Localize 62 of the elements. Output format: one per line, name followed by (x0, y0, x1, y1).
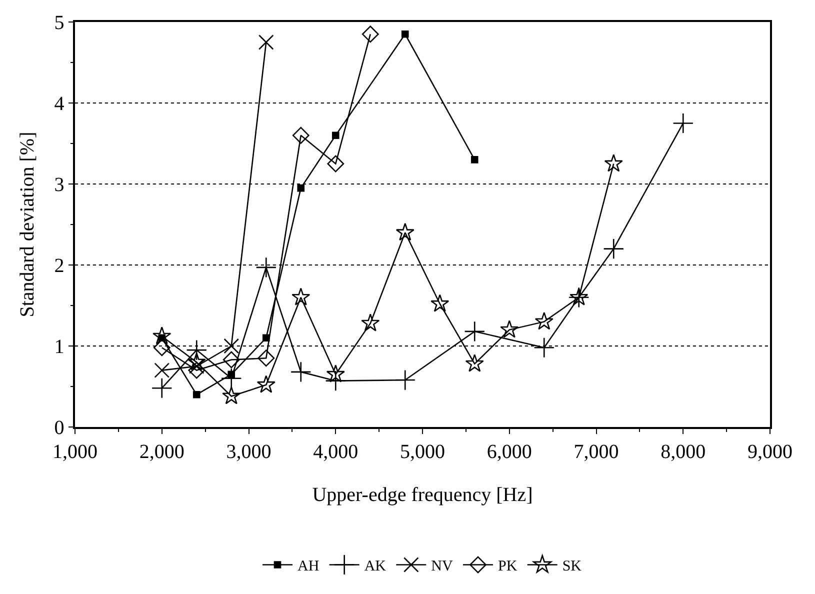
point (256, 375, 276, 393)
point (297, 184, 305, 192)
legend-label: PK (498, 558, 518, 575)
legend-label: AK (364, 558, 386, 575)
point (290, 361, 312, 382)
x-tick-label: 5,000 (400, 440, 445, 463)
y-tick-label: 4 (54, 93, 64, 115)
point (465, 354, 484, 372)
point (327, 155, 344, 172)
point (326, 364, 345, 382)
point (464, 320, 486, 342)
point (430, 294, 450, 312)
point (534, 312, 554, 330)
x-tick-label: 2,000 (139, 440, 184, 463)
x-tick-label: 9,000 (748, 440, 792, 463)
point (401, 30, 409, 38)
point (262, 334, 270, 342)
point (222, 386, 241, 404)
point (188, 358, 204, 374)
point (151, 378, 172, 399)
point (256, 256, 277, 278)
point (500, 320, 519, 338)
point (224, 338, 240, 354)
x-tick-label: 8,000 (660, 440, 706, 463)
legend-label: AH (298, 558, 320, 575)
x-tick-label: 4,000 (313, 440, 358, 463)
point (292, 288, 310, 306)
point (534, 337, 555, 358)
point (220, 368, 242, 389)
legend-label: NV (431, 558, 453, 575)
y-tick-label: 2 (54, 255, 64, 277)
point (152, 326, 172, 344)
point (396, 222, 414, 241)
point (192, 390, 200, 398)
point (292, 126, 310, 144)
point (188, 362, 206, 379)
x-tick-label: 6,000 (486, 440, 532, 463)
point (362, 26, 379, 43)
y-tick-label: 5 (54, 12, 64, 34)
x-tick-label: 7,000 (574, 440, 619, 463)
x-tick-label: 3,000 (226, 440, 272, 463)
y-tick-label: 3 (54, 174, 64, 196)
legend-label: SK (562, 558, 582, 575)
point (361, 314, 380, 332)
point (222, 351, 240, 368)
point (258, 34, 274, 50)
point (672, 112, 694, 134)
y-tick-label: 1 (54, 336, 64, 358)
point (332, 132, 340, 140)
point (186, 340, 208, 360)
point (154, 362, 170, 378)
point (603, 238, 624, 260)
point (187, 352, 206, 370)
y-tick-label: 0 (54, 417, 64, 439)
point (325, 370, 346, 392)
point (394, 370, 416, 390)
point (470, 156, 478, 164)
x-tick-label: 1,000 (52, 440, 98, 463)
x-axis-title: Upper-edge frequency [Hz] (312, 484, 533, 506)
point (604, 154, 623, 172)
point (258, 350, 275, 367)
y-axis-title: Standard deviation [%] (16, 132, 38, 318)
